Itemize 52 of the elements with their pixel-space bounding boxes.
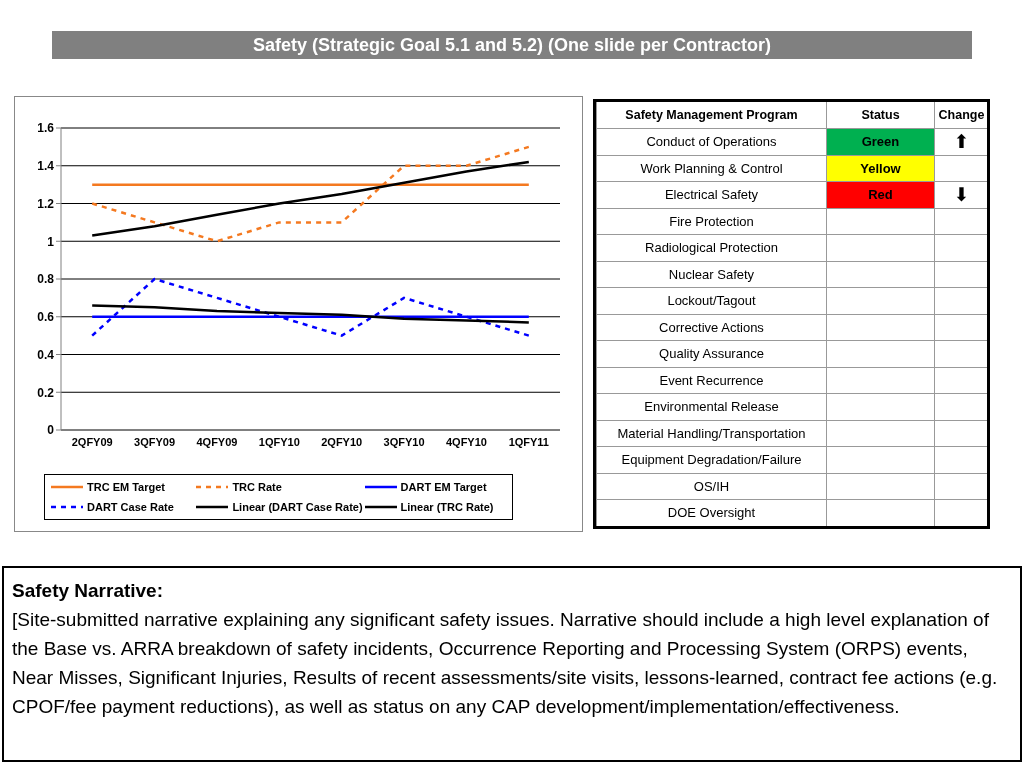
text: ⬆ xyxy=(953,131,970,153)
x-tick-label: 2QFY09 xyxy=(71,435,113,448)
text: ⬇ xyxy=(953,184,970,206)
y-tick-label: 0.8 xyxy=(37,272,55,287)
category-label: Conduct of Operations xyxy=(646,134,777,150)
text: Green xyxy=(861,134,900,150)
legend-label: TRC Rate xyxy=(232,481,282,493)
category-label: Status xyxy=(861,107,900,122)
legend-label: DART Case Rate xyxy=(87,501,174,513)
category-label: Quality Assurance xyxy=(659,346,764,362)
category-label: Corrective Actions xyxy=(659,319,764,335)
category-label: Fire Protection xyxy=(669,213,754,229)
line-series xyxy=(90,277,531,337)
category-label: Change xyxy=(938,107,985,122)
category-label: DOE Oversight xyxy=(667,505,756,521)
y-tick-label: 0.2 xyxy=(37,385,55,400)
x-tick-label: 4QFY09 xyxy=(196,435,238,448)
x-tick-label: 2QFY10 xyxy=(321,435,363,448)
y-tick-label: 0.6 xyxy=(37,310,55,325)
category-label: Safety Management Program xyxy=(625,107,798,122)
text: [Site-submitted narrative explaining any significant safety issues. Narrative should include a high level explanation of the Base vs. ARRA breakdown of safety incidents, Occurrence Reporting and Processing System (ORPS) events, Near Misses, Significant Injuries, Results of recent assessments/site visits, lessons-learned, contract fee actions (e.g. CPOF/fee payment reductions), as well as status on any CAP development/implementation/effectiveness. xyxy=(12,609,998,717)
y-tick-label: 0 xyxy=(47,423,55,438)
category-label: OS/IH xyxy=(693,478,730,494)
category-label: Radiological Protection xyxy=(645,240,778,256)
category-label: Lockout/Tagout xyxy=(667,293,756,309)
category-label: Nuclear Safety xyxy=(668,266,755,282)
text: Safety Narrative: xyxy=(12,580,164,601)
category-label: Environmental Release xyxy=(644,399,779,415)
line-series xyxy=(90,304,531,324)
legend-label: Linear (TRC Rate) xyxy=(400,501,494,513)
line-series xyxy=(90,145,531,243)
y-tick-label: 0.4 xyxy=(37,347,55,362)
x-tick-label: 3QFY10 xyxy=(383,435,425,448)
x-tick-label: 1QFY10 xyxy=(258,435,300,448)
text: Red xyxy=(868,187,893,203)
category-label: Material Handling/Transportation xyxy=(617,425,806,441)
chart-title: Safety (Strategic Goal 5.1 and 5.2) (One slide per Contractor) xyxy=(252,34,772,56)
category-label: Electrical Safety xyxy=(664,187,759,203)
y-tick-label: 1 xyxy=(47,234,55,249)
y-tick-label: 1.4 xyxy=(37,159,55,174)
x-tick-label: 4QFY10 xyxy=(445,435,487,448)
category-label: Equipment Degradation/Failure xyxy=(621,452,802,468)
y-tick-label: 1.6 xyxy=(37,121,55,136)
category-label: Event Recurrence xyxy=(659,372,764,388)
category-label: Work Planning & Control xyxy=(640,160,783,176)
legend-label: DART EM Target xyxy=(400,481,487,493)
x-tick-label: 1QFY11 xyxy=(508,435,549,448)
legend-label: Linear (DART Case Rate) xyxy=(232,501,363,513)
legend-label: TRC EM Target xyxy=(87,481,166,493)
x-tick-label: 3QFY09 xyxy=(134,435,176,448)
y-tick-label: 1.2 xyxy=(37,196,55,211)
text: Yellow xyxy=(860,160,901,176)
